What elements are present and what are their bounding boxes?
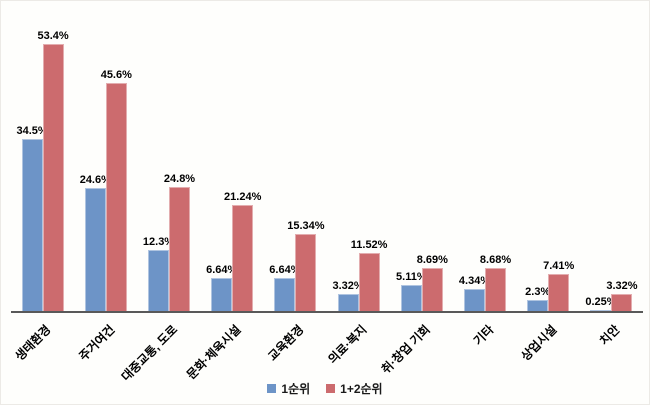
value-label: 15.34% [287, 220, 325, 233]
bar-1순위: 12.3% [143, 236, 174, 311]
category-label: 취·창업 기회 [379, 322, 434, 377]
legend-swatch-icon [326, 384, 336, 393]
value-label: 4.34% [458, 275, 491, 288]
value-label: 2.3% [525, 285, 551, 298]
bar-1+2순위: 8.68% [480, 254, 511, 311]
bar-1순위: 0.25% [585, 296, 617, 311]
value-label: 6.64% [206, 263, 238, 276]
bar-1+2순위: 15.34% [287, 220, 325, 311]
bar-1순위: 34.5% [16, 125, 48, 311]
category-label: 치안 [597, 322, 623, 348]
bar-group: 0.25% 3.32% 치안 [580, 1, 643, 348]
bar-group: 5.11% 8.69% 취·창업 기회 [379, 1, 453, 377]
bar-1+2순위: 24.8% [164, 173, 195, 311]
bar-group: 12.3% 24.8% 대중교통, 도로 [119, 1, 200, 384]
value-label: 34.5% [16, 124, 48, 137]
bar-group: 6.64% 21.24% 문화·체육시설 [184, 1, 264, 382]
category-label: 의료·복지 [325, 322, 370, 367]
value-label: 3.32% [332, 280, 364, 293]
value-label: 3.32% [606, 280, 638, 293]
bar-group: 34.5% 53.4% 생태환경 [11, 1, 74, 364]
bar-1+2순위: 3.32% [606, 280, 638, 311]
value-label: 5.11% [396, 271, 427, 284]
legend-item: 1순위 [267, 380, 310, 397]
value-label: 45.6% [100, 69, 132, 81]
value-label: 24.6% [79, 174, 111, 186]
legend-label: 1+2순위 [340, 382, 383, 396]
bar-group: 6.64% 15.34% 교육환경 [264, 1, 327, 363]
bar-group: 24.6% 45.6% 주거여건 [74, 1, 137, 364]
bar-1+2순위: 21.24% [224, 191, 261, 311]
bar-1+2순위: 53.4% [37, 30, 69, 311]
value-label: 7.41% [543, 259, 575, 272]
bar-1+2순위: 7.41% [543, 260, 574, 311]
legend-swatch-icon [267, 384, 277, 393]
bar-group: 3.32% 11.52% 의료·복지 [326, 1, 390, 366]
bar-1순위: 6.64% [206, 264, 237, 311]
value-label: 8.68% [479, 253, 512, 266]
bar-1순위: 2.3% [525, 286, 550, 311]
bar-1순위: 5.11% [396, 271, 427, 311]
value-label: 53.4% [37, 30, 69, 42]
bar-1+2순위: 11.52% [351, 239, 387, 311]
bar-1순위: 24.6% [80, 174, 111, 311]
value-label: 8.69% [416, 253, 448, 266]
bar-group: 4.34% 8.68% 기타 [453, 1, 516, 348]
value-label: 0.25% [585, 295, 617, 308]
category-label: 문화·체육시설 [183, 322, 244, 382]
category-label: 대중교통, 도로 [118, 322, 181, 384]
value-label: 24.8% [163, 173, 196, 185]
legend: 1순위 1+2순위 [1, 380, 649, 397]
plot-area: 34.5% 53.4% 생태환경 24.6% 45.6% 주거여건 12.3% 24.8% 대중… [11, 1, 643, 384]
category-label: 기타 [470, 322, 497, 348]
legend-item: 1+2순위 [326, 380, 383, 397]
bar-1+2순위: 45.6% [101, 69, 132, 311]
value-label: 11.52% [350, 239, 388, 252]
bar-1+2순위: 8.69% [417, 254, 448, 311]
value-label: 21.24% [224, 190, 262, 203]
category-label: 주거여건 [75, 322, 118, 364]
bar-1순위: 3.32% [333, 280, 364, 311]
legend-label: 1순위 [281, 382, 311, 396]
category-label: 상업시설 [518, 322, 560, 364]
category-label: 생태환경 [12, 322, 54, 364]
value-label: 6.64% [269, 263, 301, 276]
category-label: 교육환경 [265, 322, 307, 364]
bar-1순위: 4.34% [459, 275, 490, 311]
bar-1순위: 6.64% [269, 264, 301, 311]
value-label: 12.3% [142, 235, 175, 248]
bar-group: 2.3% 7.41% 상업시설 [517, 1, 580, 364]
